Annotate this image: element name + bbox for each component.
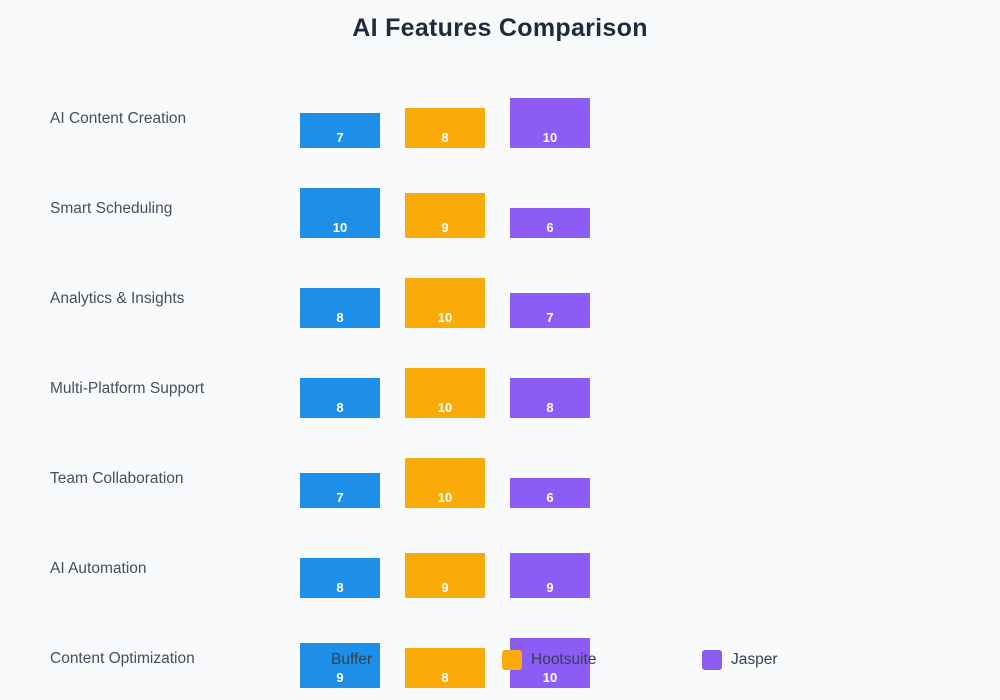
bar-value-label: 6 xyxy=(546,490,554,505)
bar-value-label: 7 xyxy=(336,130,344,145)
feature-label-ai-content-creation: AI Content Creation xyxy=(50,110,187,127)
legend-label-hootsuite: Hootsuite xyxy=(531,651,597,668)
bar-value-label: 8 xyxy=(336,400,344,415)
legend-label-buffer: Buffer xyxy=(331,651,373,668)
bar-value-label: 6 xyxy=(546,220,554,235)
bar-jasper-smart-scheduling: 6 xyxy=(510,208,590,238)
feature-label-content-optimization: Content Optimization xyxy=(50,650,195,667)
bar-value-label: 9 xyxy=(546,580,554,595)
bar-value-label: 8 xyxy=(336,580,344,595)
bar-buffer-smart-scheduling: 10 xyxy=(300,188,380,238)
bar-value-label: 10 xyxy=(437,400,453,415)
bar-buffer-ai-automation: 8 xyxy=(300,558,380,598)
bar-value-label: 8 xyxy=(441,670,449,685)
feature-label-multi-platform-support: Multi-Platform Support xyxy=(50,380,205,397)
feature-label-smart-scheduling: Smart Scheduling xyxy=(50,200,173,217)
bar-value-label: 8 xyxy=(441,130,449,145)
legend-swatch-hootsuite xyxy=(502,650,522,670)
bar-buffer-ai-content-creation: 7 xyxy=(300,113,380,148)
feature-label-analytics-insights: Analytics & Insights xyxy=(50,290,185,307)
bar-jasper-team-collaboration: 6 xyxy=(510,478,590,508)
feature-label-ai-automation: AI Automation xyxy=(50,560,147,577)
chart-title: AI Features Comparison xyxy=(352,14,648,42)
bar-hootsuite-smart-scheduling: 9 xyxy=(405,193,485,238)
bar-jasper-multi-platform-support: 8 xyxy=(510,378,590,418)
bar-value-label: 9 xyxy=(441,580,449,595)
feature-label-team-collaboration: Team Collaboration xyxy=(50,470,184,487)
bar-hootsuite-content-optimization: 8 xyxy=(405,648,485,688)
bar-value-label: 10 xyxy=(437,310,453,325)
bar-jasper-analytics-insights: 7 xyxy=(510,293,590,328)
bar-hootsuite-analytics-insights: 10 xyxy=(405,278,485,328)
bar-buffer-team-collaboration: 7 xyxy=(300,473,380,508)
bar-value-label: 10 xyxy=(332,220,348,235)
bar-hootsuite-team-collaboration: 10 xyxy=(405,458,485,508)
bar-jasper-content-optimization: 10 xyxy=(510,638,590,688)
legend-swatch-jasper xyxy=(702,650,722,670)
bar-value-label: 9 xyxy=(336,670,344,685)
bar-value-label: 10 xyxy=(542,130,558,145)
bar-value-label: 7 xyxy=(546,310,554,325)
bar-value-label: 8 xyxy=(546,400,554,415)
bar-jasper-ai-content-creation: 10 xyxy=(510,98,590,148)
legend-label-jasper: Jasper xyxy=(731,651,778,668)
bar-buffer-analytics-insights: 8 xyxy=(300,288,380,328)
bar-hootsuite-ai-automation: 9 xyxy=(405,553,485,598)
legend-swatch-buffer xyxy=(302,650,322,670)
bar-value-label: 10 xyxy=(437,490,453,505)
bar-value-label: 7 xyxy=(336,490,344,505)
bar-value-label: 8 xyxy=(336,310,344,325)
bar-value-label: 9 xyxy=(441,220,449,235)
bar-value-label: 10 xyxy=(542,670,558,685)
bar-jasper-ai-automation: 9 xyxy=(510,553,590,598)
bar-hootsuite-multi-platform-support: 10 xyxy=(405,368,485,418)
bar-buffer-multi-platform-support: 8 xyxy=(300,378,380,418)
bar-hootsuite-ai-content-creation: 8 xyxy=(405,108,485,148)
